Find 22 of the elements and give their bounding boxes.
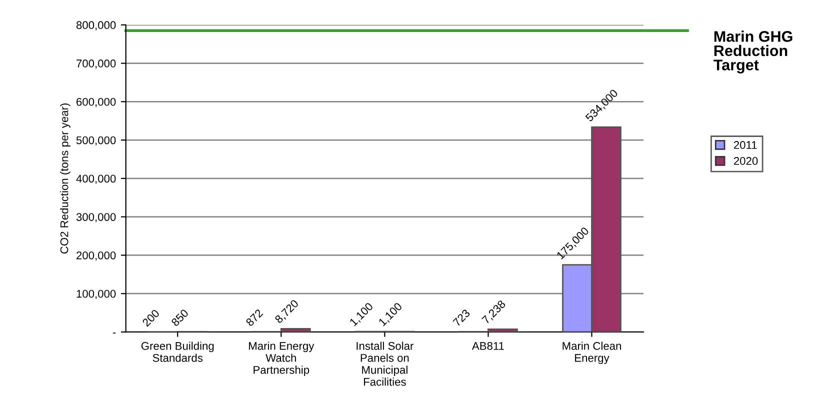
data-label: 200 [142, 308, 160, 327]
y-tick-label: 800,000 [76, 21, 116, 30]
y-tick-label: - [112, 332, 116, 334]
x-tick-label: Install Solar Panels on Municipal Facilities [356, 342, 414, 386]
data-label: 850 [170, 308, 189, 327]
data-label: 723 [452, 308, 470, 327]
y-tick-label: 200,000 [76, 251, 116, 261]
y-tick-label: 600,000 [76, 98, 116, 108]
legend-label: 2011 [734, 141, 757, 149]
y-tick-label: 100,000 [76, 290, 116, 300]
y-tick-label: 300,000 [76, 213, 116, 222]
x-tick-label: AB811 [472, 342, 504, 350]
legend-label: 2020 [734, 157, 758, 165]
ref-line-label: Marin GHG Reduction Target [714, 30, 792, 74]
y-tick-label: 500,000 [76, 136, 116, 146]
y-tick-label: 700,000 [76, 60, 116, 69]
y-tick-label: 400,000 [76, 174, 116, 184]
x-tick-label: Marin Clean Energy [562, 342, 621, 364]
x-tick-label: Green Building Standards [141, 342, 214, 362]
y-axis-title: CO2 Reduction (tons per year) [60, 103, 70, 254]
x-tick-label: Marin Energy Watch Partnership [249, 342, 314, 376]
data-label: 872 [245, 308, 264, 327]
